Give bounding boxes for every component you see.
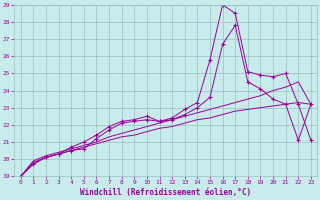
X-axis label: Windchill (Refroidissement éolien,°C): Windchill (Refroidissement éolien,°C) bbox=[80, 188, 252, 197]
